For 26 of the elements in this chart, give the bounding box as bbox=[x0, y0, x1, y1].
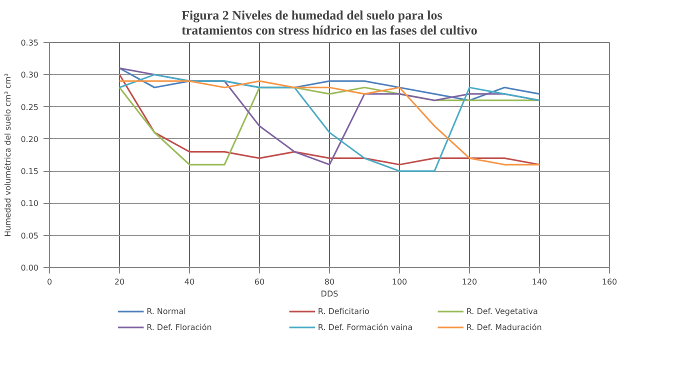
y-tick-label: 0.20 bbox=[20, 134, 38, 144]
legend-label: R. Normal bbox=[146, 307, 186, 316]
legend-label: R. Def. Maduración bbox=[466, 322, 542, 332]
x-tick-label: 100 bbox=[392, 278, 408, 286]
x-tick-label: 20 bbox=[114, 278, 125, 286]
y-tick-label: 0.05 bbox=[20, 231, 38, 240]
legend-label: R. Def. Vegetativa bbox=[466, 307, 538, 316]
y-tick-label: 0.15 bbox=[20, 167, 38, 176]
x-axis-title: DDS bbox=[320, 290, 338, 298]
legend-label: R. Def. Formación vaina bbox=[318, 322, 413, 332]
y-tick-label: 0.00 bbox=[20, 264, 38, 272]
x-tick-label: 160 bbox=[602, 278, 618, 286]
x-tick-label: 140 bbox=[532, 278, 548, 286]
legend-label: R. Deficitario bbox=[318, 307, 370, 316]
x-tick-label: 40 bbox=[184, 278, 195, 286]
legend-label: R. Def. Floración bbox=[146, 322, 212, 332]
y-tick-label: 0.35 bbox=[20, 38, 38, 48]
x-tick-label: 60 bbox=[254, 278, 265, 286]
y-tick-label: 0.10 bbox=[20, 199, 38, 208]
y-tick-label: 0.30 bbox=[20, 70, 38, 80]
x-tick-label: 80 bbox=[324, 278, 335, 286]
x-tick-label: 0 bbox=[46, 278, 52, 286]
y-axis-title: Humedad volumétrica del suelo cm³ cm³ bbox=[4, 73, 13, 237]
chart-title: Figura 2 Niveles de humedad del suelo para los tratamientos con stress hídrico en las fases del cultivo bbox=[182, 8, 478, 38]
y-tick-label: 0.25 bbox=[20, 102, 38, 112]
x-tick-label: 120 bbox=[462, 278, 478, 286]
